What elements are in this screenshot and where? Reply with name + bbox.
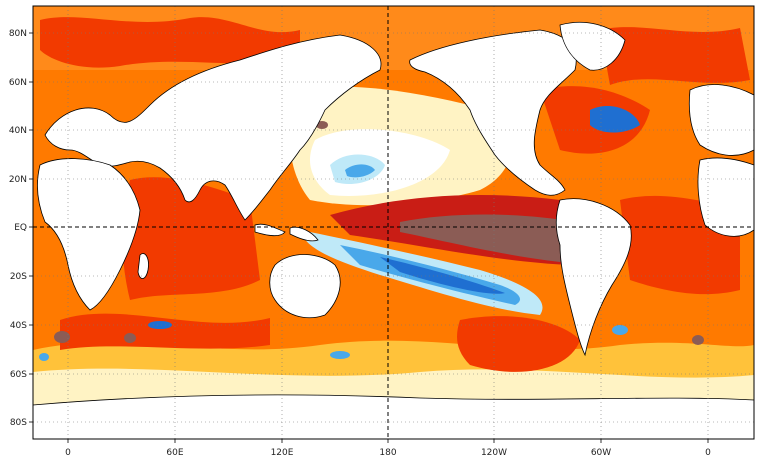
lon-label: 0 <box>705 448 711 458</box>
europe-landmass <box>688 84 754 156</box>
south-indian-hot-band <box>60 313 270 350</box>
maritime-continent-islands <box>254 223 319 242</box>
africa-landmass <box>37 158 141 311</box>
north-america-landmass <box>409 29 577 196</box>
arctic-hot-patch-east <box>600 27 750 86</box>
lon-label: 60W <box>591 448 611 458</box>
lon-label: 120W <box>481 448 507 458</box>
lat-label: 40S <box>10 321 27 331</box>
lat-label: 80S <box>10 418 27 428</box>
south-america-landmass <box>555 198 632 357</box>
arctic-hot-patch <box>40 17 300 68</box>
australia-landmass <box>269 254 341 319</box>
lon-label: 60E <box>166 448 183 458</box>
max-anomaly-spot <box>692 335 704 345</box>
el-nino-max-anomaly <box>400 214 580 262</box>
lat-label: 60N <box>9 78 27 88</box>
continents <box>33 21 754 439</box>
latitude-labels: 80N 60N 40N 20N EQ 20S 40S 60S 80S <box>9 29 27 428</box>
max-anomaly-spot <box>124 333 136 343</box>
cold-anomaly-spot <box>148 321 172 329</box>
greenland-landmass <box>559 21 626 71</box>
south-pacific-hot-region <box>457 316 580 372</box>
antarctica-landmass <box>33 394 754 439</box>
north-atlantic-cold-spot <box>590 105 640 133</box>
cold-anomaly-spot <box>612 325 628 335</box>
lon-label: 180 <box>379 448 396 458</box>
lat-label: 20S <box>10 272 27 282</box>
cold-anomaly-spot <box>330 351 350 359</box>
africa-landmass-east-wrap <box>697 157 754 237</box>
madagascar-landmass <box>137 253 149 279</box>
lat-label: 40N <box>9 126 27 136</box>
max-anomaly-spot <box>316 121 328 129</box>
lat-label: EQ <box>14 223 27 233</box>
axis-ticks <box>29 32 709 443</box>
graticule <box>33 6 754 439</box>
north-pacific-cold-spot <box>345 164 375 178</box>
lon-label: 120E <box>271 448 294 458</box>
cold-anomaly-spot <box>39 353 49 361</box>
lat-label: 20N <box>9 175 27 185</box>
lat-label: 60S <box>10 370 27 380</box>
south-pacific-cold-core <box>380 257 505 294</box>
plot-frame <box>32 5 755 440</box>
lat-label: 80N <box>9 29 27 39</box>
max-anomaly-spot <box>54 331 70 343</box>
indian-ocean-hot-region <box>122 177 260 300</box>
lon-label: 0 <box>65 448 71 458</box>
longitude-labels: 0 60E 120E 180 120W 60W 0 <box>65 448 711 458</box>
eurasia-landmass <box>44 34 382 221</box>
